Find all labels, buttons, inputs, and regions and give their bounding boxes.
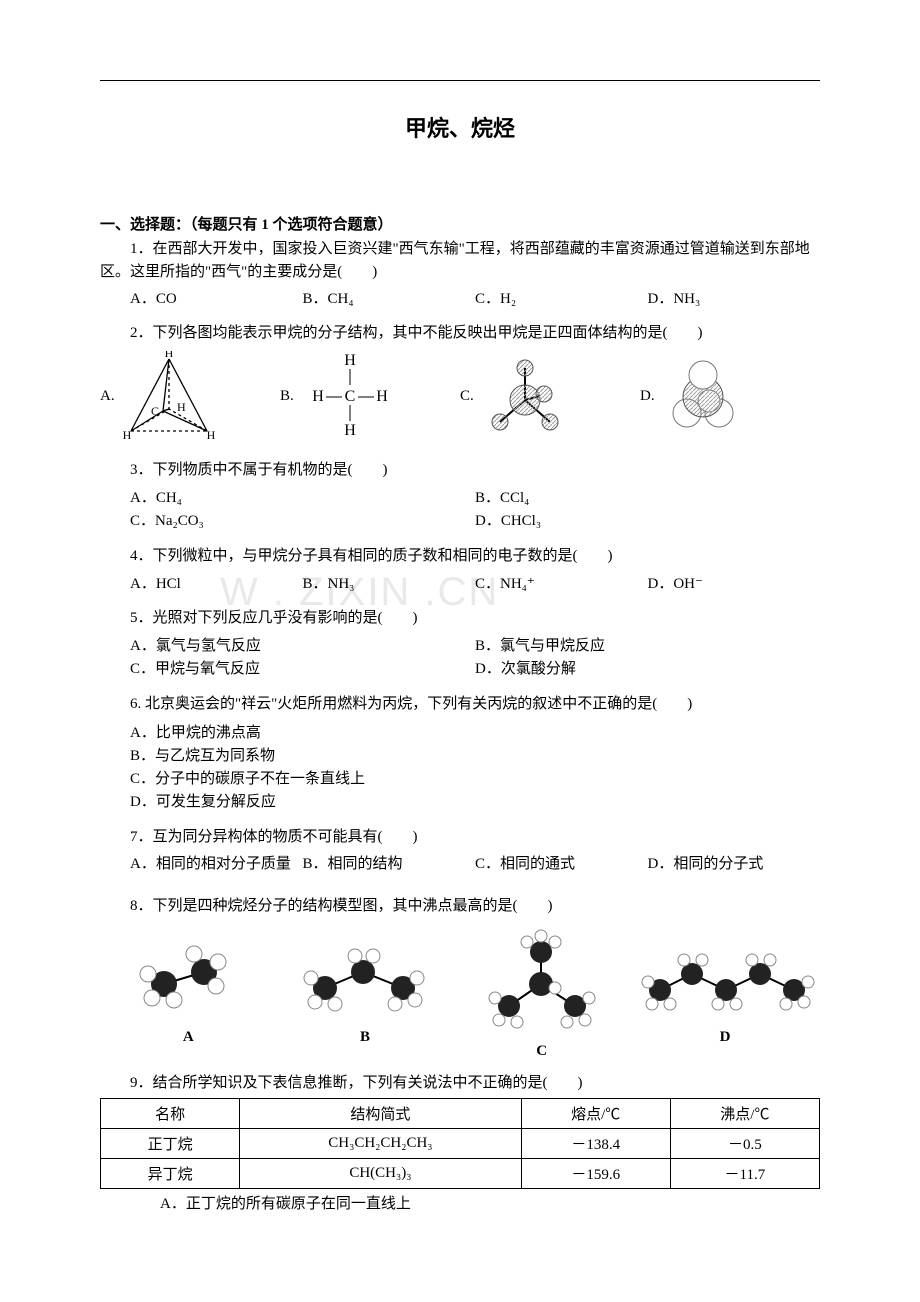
q3-opt-a: A．CH₄	[130, 485, 475, 508]
q2-opt-b-label: B.	[280, 388, 294, 405]
q3-opt-b: B．CCl₄	[475, 485, 820, 508]
q7-opt-a: A．相同的相对分子质量	[130, 852, 303, 873]
q2-text: 2．下列各图均能表示甲烷的分子结构，其中不能反映出甲烷是正四面体结构的是( )	[100, 322, 820, 345]
q3-opt-d: D．CHCl₃	[475, 508, 820, 531]
th-bp: 沸点/℃	[670, 1099, 819, 1129]
q6-opt-a: A．比甲烷的沸点高	[100, 720, 820, 743]
section-heading: 一、选择题：（每题只有 1 个选项符合题意）	[100, 213, 820, 234]
svg-text:H: H	[344, 352, 356, 369]
q1-text: 1．在西部大开发中，国家投入巨资兴建"西气东输"工程，将西部蕴藏的丰富资源通过管…	[100, 238, 820, 283]
svg-text:H: H	[177, 400, 186, 414]
q3-opt-c: C．Na₂CO₃	[130, 508, 475, 531]
q8-text: 8．下列是四种烷烃分子的结构模型图，其中沸点最高的是( )	[100, 895, 820, 918]
q2-opt-a-label: A.	[100, 388, 115, 405]
top-rule	[100, 80, 820, 81]
q5-opt-d: D．次氯酸分解	[475, 656, 820, 679]
q2-figures: A. H H H	[100, 351, 820, 443]
q2-fig-b-structural: H H C H H	[300, 351, 400, 443]
q8-model-a	[118, 928, 258, 1024]
q8-label-a: A	[100, 1029, 277, 1046]
q7-options: A．相同的相对分子质量 B．相同的结构 C．相同的通式 D．相同的分子式	[100, 852, 820, 873]
q4-opt-d: D．OH⁻	[648, 572, 821, 593]
q4-opt-b: B．NH₃	[303, 572, 476, 593]
table-row: 异丁烷 CH(CH₃)₃ －159.6 －11.7	[101, 1159, 820, 1189]
q8-label-d: D	[630, 1029, 820, 1046]
svg-text:C: C	[151, 404, 159, 418]
q9-table: 名称 结构简式 熔点/℃ 沸点/℃ 正丁烷 CH₃CH₂CH₂CH₃ －138.…	[100, 1098, 820, 1189]
q6-opt-b: B．与乙烷互为同系物	[100, 743, 820, 766]
q5-opt-b: B．氯气与甲烷反应	[475, 633, 820, 656]
q8-model-d	[630, 928, 820, 1024]
q6-opt-d: D．可发生复分解反应	[100, 789, 820, 812]
q8-models: A B	[100, 928, 820, 1060]
th-name: 名称	[101, 1099, 240, 1129]
svg-text:C: C	[344, 388, 355, 405]
q1-opt-d: D．NH₃	[648, 287, 821, 308]
q1-opt-c: C．H₂	[475, 287, 648, 308]
q9-text: 9．结合所学知识及下表信息推断，下列有关说法中不正确的是( )	[100, 1072, 820, 1095]
q2-fig-d-spacefill	[661, 355, 745, 439]
page-title: 甲烷、烷烃	[100, 111, 820, 143]
th-mp: 熔点/℃	[521, 1099, 670, 1129]
svg-text:H: H	[164, 351, 173, 360]
svg-text:H: H	[376, 388, 388, 405]
svg-text:H: H	[122, 428, 131, 442]
q2-fig-a-tetrahedron: H H H H C	[121, 351, 217, 443]
table-row: 正丁烷 CH₃CH₂CH₂CH₃ －138.4 －0.5	[101, 1129, 820, 1159]
q1-options: A．CO B．CH₄ C．H₂ D．NH₃	[100, 287, 820, 308]
q8-label-c: C	[453, 1043, 630, 1060]
q3-options: A．CH₄ B．CCl₄ C．Na₂CO₃ D．CHCl₃	[100, 485, 820, 531]
q4-opt-c: C．NH₄⁺	[475, 572, 648, 593]
q8-model-b	[285, 928, 445, 1024]
q6-text: 6. 北京奥运会的"祥云"火炬所用燃料为丙烷，下列有关丙烷的叙述中不正确的是( …	[100, 693, 820, 716]
q6-options: A．比甲烷的沸点高 B．与乙烷互为同系物 C．分子中的碳原子不在一条直线上 D．…	[100, 720, 820, 812]
q3-text: 3．下列物质中不属于有机物的是( )	[100, 459, 820, 482]
q4-opt-a: A．HCl	[130, 572, 303, 593]
q7-text: 7．互为同分异构体的物质不可能具有( )	[100, 826, 820, 849]
q5-text: 5．光照对下列反应几乎没有影响的是( )	[100, 607, 820, 630]
q2-opt-c-label: C.	[460, 388, 474, 405]
svg-text:H: H	[344, 422, 356, 439]
q7-opt-c: C．相同的通式	[475, 852, 648, 873]
q1-opt-a: A．CO	[130, 287, 303, 308]
q4-options: A．HCl B．NH₃ C．NH₄⁺ D．OH⁻	[100, 572, 820, 593]
svg-text:H: H	[312, 388, 324, 405]
q2-opt-d-label: D.	[640, 388, 655, 405]
q1-opt-b: B．CH₄	[303, 287, 476, 308]
q8-label-b: B	[277, 1029, 454, 1046]
q5-options: A．氯气与氢气反应 B．氯气与甲烷反应 C．甲烷与氧气反应 D．次氯酸分解	[100, 633, 820, 679]
q9-opt-a: A．正丁烷的所有碳原子在同一直线上	[100, 1193, 820, 1216]
q2-fig-c-ballstick	[480, 352, 570, 442]
th-formula: 结构简式	[240, 1099, 521, 1129]
svg-text:H: H	[206, 428, 215, 442]
q5-opt-c: C．甲烷与氧气反应	[130, 656, 475, 679]
q7-opt-b: B．相同的结构	[303, 852, 476, 873]
q5-opt-a: A．氯气与氢气反应	[130, 633, 475, 656]
q8-model-c	[467, 928, 617, 1038]
q7-opt-d: D．相同的分子式	[648, 852, 821, 873]
table-row: 名称 结构简式 熔点/℃ 沸点/℃	[101, 1099, 820, 1129]
q4-text: 4．下列微粒中，与甲烷分子具有相同的质子数和相同的电子数的是( )	[100, 545, 820, 568]
q6-opt-c: C．分子中的碳原子不在一条直线上	[100, 766, 820, 789]
